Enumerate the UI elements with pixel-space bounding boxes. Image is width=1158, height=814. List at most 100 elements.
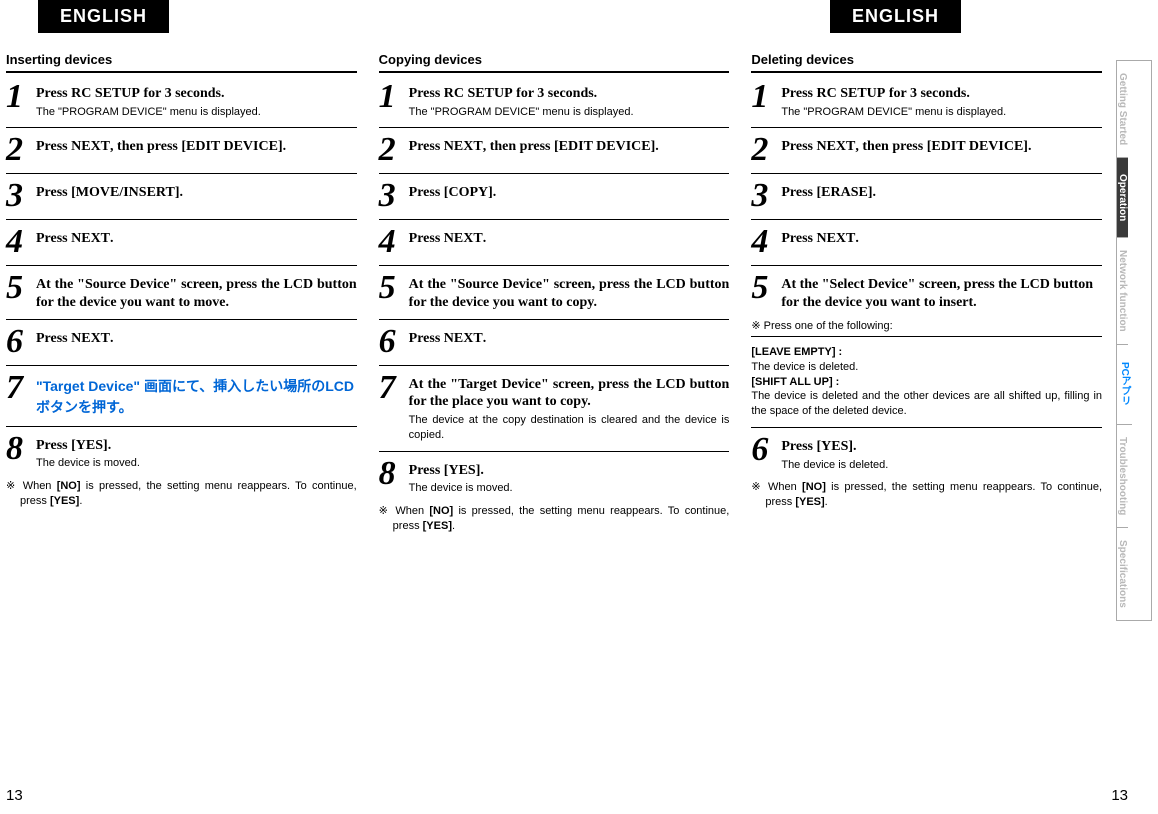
step-separator [6,173,357,174]
content-columns: Inserting devices1Press RC SETUP for 3 s… [6,52,1102,534]
step-separator [379,319,730,320]
step: 6Press [YES].The device is deleted. [751,436,1102,472]
step-separator [6,319,357,320]
step-number: 1 [6,83,36,112]
step-number: 1 [379,83,409,112]
step-number: 8 [6,435,36,464]
step: 3Press [COPY]. [379,182,730,211]
step-after-block: ※ Press one of the following:[LEAVE EMPT… [751,319,1102,428]
step-body: Press [YES].The device is deleted. [781,436,1102,472]
step-number: 4 [6,228,36,257]
step: 1Press RC SETUP for 3 seconds.The "PROGR… [751,83,1102,119]
step-separator [6,219,357,220]
step-number: 1 [751,83,781,112]
step-sub-text: The "PROGRAM DEVICE" menu is displayed. [781,105,1102,120]
step: 2Press NEXT, then press [EDIT DEVICE]. [379,136,730,165]
step: 2Press NEXT, then press [EDIT DEVICE]. [6,136,357,165]
step: 5At the "Source Device" screen, press th… [379,274,730,311]
step-body: Press [ERASE]. [781,182,1102,202]
step-number: 5 [6,274,36,303]
step-separator [6,365,357,366]
step: 1Press RC SETUP for 3 seconds.The "PROGR… [379,83,730,119]
step: 2Press NEXT, then press [EDIT DEVICE]. [751,136,1102,165]
step-main-text: Press NEXT, then press [EDIT DEVICE]. [36,138,357,156]
step: 4Press NEXT. [6,228,357,257]
step-sub-text: The "PROGRAM DEVICE" menu is displayed. [409,105,730,120]
step-number: 2 [6,136,36,165]
step-number: 7 [379,374,409,403]
step-number: 2 [751,136,781,165]
sidebar-tab[interactable]: Specifications [1117,528,1128,620]
step-main-text: Press [YES]. [36,437,357,455]
step-separator [379,365,730,366]
step-main-text: At the "Target Device" screen, press the… [409,376,730,411]
sidebar-tab[interactable]: Troubleshooting [1117,425,1128,528]
step-main-text: Press NEXT. [409,230,730,248]
step-number: 5 [751,274,781,303]
step-body: Press [MOVE/INSERT]. [36,182,357,202]
step: 3Press [ERASE]. [751,182,1102,211]
step-body: Press RC SETUP for 3 seconds.The "PROGRA… [409,83,730,119]
step: 4Press NEXT. [379,228,730,257]
procedure-column: Inserting devices 1Press RC SETUP for 3 s… [6,52,357,534]
step-separator [751,127,1102,128]
step-number: 7 [6,374,36,403]
page-number-left: 13 [6,787,23,804]
section-sidebar: Getting StartedOperationNetwork function… [1116,60,1152,621]
step-separator [751,219,1102,220]
step-main-text: Press NEXT, then press [EDIT DEVICE]. [409,138,730,156]
step-body: Press NEXT. [36,328,357,348]
step-main-text: Press NEXT. [409,330,730,348]
sidebar-tab[interactable]: Getting Started [1117,61,1128,158]
step-main-text: Press NEXT, then press [EDIT DEVICE]. [781,138,1102,156]
step-main-text: Press [ERASE]. [781,184,1102,202]
step: 6Press NEXT. [6,328,357,357]
step: 8Press [YES].The device is moved. [379,460,730,496]
step-sub-text: The "PROGRAM DEVICE" menu is displayed. [36,105,357,120]
column-title: Deleting devices [751,52,1102,73]
step-sub-text: The device is deleted. [781,458,1102,473]
step-separator [751,173,1102,174]
step-main-text: At the "Source Device" screen, press the… [409,276,730,311]
step-body: At the "Select Device" screen, press the… [781,274,1102,311]
procedure-column: Copying devices1Press RC SETUP for 3 sec… [379,52,730,534]
procedure-column: Deleting devices 1Press RC SETUP for 3 se… [751,52,1102,534]
step-body: At the "Source Device" screen, press the… [409,274,730,311]
step: 7"Target Device" 画面にて、挿入したい場所のLCDボタンを押す。 [6,374,357,418]
step-body: Press [YES].The device is moved. [36,435,357,471]
step-body: Press [COPY]. [409,182,730,202]
step-number: 6 [379,328,409,357]
step-main-text: Press RC SETUP for 3 seconds. [36,85,357,103]
step-separator [379,265,730,266]
step-main-text: Press [MOVE/INSERT]. [36,184,357,202]
step-sub-text: The device is moved. [409,481,730,496]
step-body: At the "Source Device" screen, press the… [36,274,357,311]
sidebar-tab[interactable]: PCアプリ [1117,345,1132,425]
step-main-text: Press [COPY]. [409,184,730,202]
step-number: 2 [379,136,409,165]
step-separator [751,265,1102,266]
step-main-text: At the "Select Device" screen, press the… [781,276,1102,311]
step-main-text: At the "Source Device" screen, press the… [36,276,357,311]
column-title: Inserting devices [6,52,357,73]
step-number: 4 [751,228,781,257]
step-body: "Target Device" 画面にて、挿入したい場所のLCDボタンを押す。 [36,374,357,418]
step-body: Press NEXT, then press [EDIT DEVICE]. [36,136,357,156]
step-number: 4 [379,228,409,257]
step-main-text: Press NEXT. [781,230,1102,248]
language-tab-right: ENGLISH [830,0,961,33]
step-note: ※ When [NO] is pressed, the setting menu… [751,480,1102,510]
step-body: Press [YES].The device is moved. [409,460,730,496]
step-note: ※ When [NO] is pressed, the setting menu… [6,479,357,509]
sidebar-tab[interactable]: Network function [1117,238,1128,345]
step-body: Press NEXT. [409,228,730,248]
step: 1Press RC SETUP for 3 seconds. The "PROGR… [6,83,357,119]
sidebar-tab[interactable]: Operation [1117,158,1128,238]
step-separator [6,127,357,128]
step-number: 6 [6,328,36,357]
page-number-right: 13 [1111,787,1128,804]
step-separator [6,265,357,266]
step: 8Press [YES].The device is moved. [6,435,357,471]
step-number: 3 [751,182,781,211]
step-separator [379,127,730,128]
